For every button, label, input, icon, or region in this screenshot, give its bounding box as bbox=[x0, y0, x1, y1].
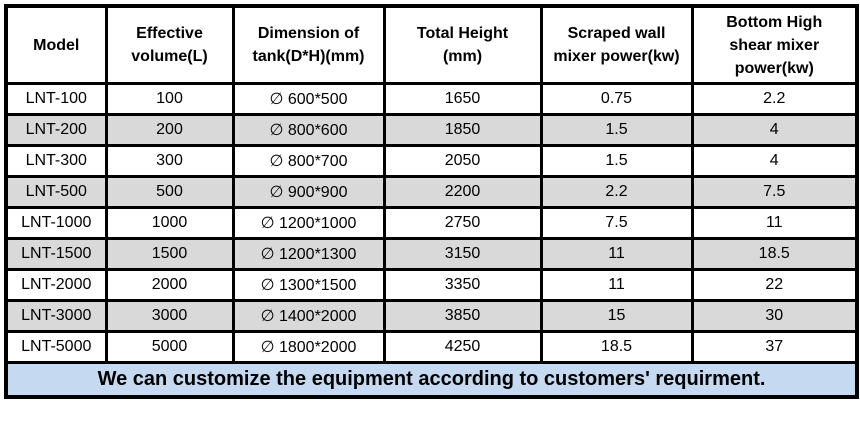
cell-scraped-power: 1.5 bbox=[539, 144, 694, 178]
cell-total-height: 1650 bbox=[382, 82, 543, 116]
column-header-model: Model bbox=[4, 4, 108, 85]
cell-dimension: ∅ 1800*2000 bbox=[231, 330, 386, 364]
cell-volume: 3000 bbox=[104, 299, 235, 333]
cell-scraped-power: 7.5 bbox=[539, 206, 694, 240]
header-line: Model bbox=[33, 36, 80, 54]
header-line: Dimension of bbox=[257, 25, 360, 42]
cell-total-height: 3850 bbox=[382, 299, 543, 333]
cell-volume: 1000 bbox=[104, 206, 235, 240]
table-row: LNT-200 200 ∅ 800*600 1850 1.5 4 bbox=[4, 113, 859, 147]
cell-volume: 1500 bbox=[104, 237, 235, 271]
cell-dimension: ∅ 1300*1500 bbox=[231, 268, 386, 302]
cell-dimension: ∅ 800*700 bbox=[231, 144, 386, 178]
cell-volume: 300 bbox=[104, 144, 235, 178]
cell-scraped-power: 2.2 bbox=[539, 175, 694, 209]
table-row: LNT-300 300 ∅ 800*700 2050 1.5 4 bbox=[4, 144, 859, 178]
header-line: Total Height bbox=[416, 25, 509, 42]
cell-model: LNT-200 bbox=[4, 113, 108, 147]
cell-shear-power: 11 bbox=[690, 206, 859, 240]
table-row: LNT-3000 3000 ∅ 1400*2000 3850 15 30 bbox=[4, 299, 859, 333]
mixer-spec-table: Model Effective volume(L) Dimension of t… bbox=[4, 4, 859, 399]
cell-total-height: 2200 bbox=[382, 175, 543, 209]
customization-note: We can customize the equipment according… bbox=[4, 361, 859, 399]
cell-dimension: ∅ 1200*1000 bbox=[231, 206, 386, 240]
cell-shear-power: 4 bbox=[690, 113, 859, 147]
header-line: Scraped wall bbox=[567, 25, 666, 42]
table-row: LNT-5000 5000 ∅ 1800*2000 4250 18.5 37 bbox=[4, 330, 859, 364]
table-row: LNT-1500 1500 ∅ 1200*1300 3150 11 18.5 bbox=[4, 237, 859, 271]
cell-scraped-power: 18.5 bbox=[539, 330, 694, 364]
header-line: mixer power(kw) bbox=[553, 48, 680, 65]
header-line: volume(L) bbox=[131, 48, 208, 65]
cell-shear-power: 37 bbox=[690, 330, 859, 364]
column-header-scraped-wall-power: Scraped wall mixer power(kw) bbox=[539, 4, 694, 85]
cell-shear-power: 4 bbox=[690, 144, 859, 178]
table-row: LNT-2000 2000 ∅ 1300*1500 3350 11 22 bbox=[4, 268, 859, 302]
cell-total-height: 1850 bbox=[382, 113, 543, 147]
cell-model: LNT-2000 bbox=[4, 268, 108, 302]
cell-scraped-power: 1.5 bbox=[539, 113, 694, 147]
header-line: power(kw) bbox=[734, 59, 814, 77]
cell-volume: 100 bbox=[104, 82, 235, 116]
cell-volume: 5000 bbox=[104, 330, 235, 364]
column-header-total-height: Total Height (mm) bbox=[382, 4, 543, 85]
cell-dimension: ∅ 600*500 bbox=[231, 82, 386, 116]
header-line: Bottom High bbox=[726, 13, 823, 31]
cell-volume: 2000 bbox=[104, 268, 235, 302]
cell-total-height: 4250 bbox=[382, 330, 543, 364]
header-line: Effective bbox=[136, 25, 203, 42]
cell-total-height: 2750 bbox=[382, 206, 543, 240]
cell-shear-power: 2.2 bbox=[690, 82, 859, 116]
cell-model: LNT-100 bbox=[4, 82, 108, 116]
cell-total-height: 3350 bbox=[382, 268, 543, 302]
footer-row: We can customize the equipment according… bbox=[4, 361, 859, 399]
table-row: LNT-500 500 ∅ 900*900 2200 2.2 7.5 bbox=[4, 175, 859, 209]
cell-model: LNT-5000 bbox=[4, 330, 108, 364]
cell-model: LNT-1500 bbox=[4, 237, 108, 271]
cell-scraped-power: 11 bbox=[539, 268, 694, 302]
cell-volume: 500 bbox=[104, 175, 235, 209]
cell-total-height: 3150 bbox=[382, 237, 543, 271]
column-header-tank-dimension: Dimension of tank(D*H)(mm) bbox=[231, 4, 386, 85]
cell-model: LNT-500 bbox=[4, 175, 108, 209]
table-row: LNT-100 100 ∅ 600*500 1650 0.75 2.2 bbox=[4, 82, 859, 116]
cell-dimension: ∅ 1400*2000 bbox=[231, 299, 386, 333]
header-line: (mm) bbox=[442, 48, 483, 65]
cell-total-height: 2050 bbox=[382, 144, 543, 178]
cell-dimension: ∅ 1200*1300 bbox=[231, 237, 386, 271]
cell-model: LNT-3000 bbox=[4, 299, 108, 333]
cell-scraped-power: 0.75 bbox=[539, 82, 694, 116]
cell-model: LNT-1000 bbox=[4, 206, 108, 240]
cell-scraped-power: 15 bbox=[539, 299, 694, 333]
cell-dimension: ∅ 900*900 bbox=[231, 175, 386, 209]
cell-shear-power: 30 bbox=[690, 299, 859, 333]
column-header-shear-mixer-power: Bottom High shear mixer power(kw) bbox=[690, 4, 859, 85]
cell-dimension: ∅ 800*600 bbox=[231, 113, 386, 147]
cell-shear-power: 22 bbox=[690, 268, 859, 302]
table-row: LNT-1000 1000 ∅ 1200*1000 2750 7.5 11 bbox=[4, 206, 859, 240]
header-line: tank(D*H)(mm) bbox=[252, 48, 365, 65]
cell-scraped-power: 11 bbox=[539, 237, 694, 271]
cell-model: LNT-300 bbox=[4, 144, 108, 178]
header-line: shear mixer bbox=[729, 36, 820, 54]
spec-table-container: Model Effective volume(L) Dimension of t… bbox=[4, 4, 859, 399]
cell-shear-power: 7.5 bbox=[690, 175, 859, 209]
header-row: Model Effective volume(L) Dimension of t… bbox=[4, 4, 859, 85]
cell-volume: 200 bbox=[104, 113, 235, 147]
column-header-effective-volume: Effective volume(L) bbox=[104, 4, 235, 85]
cell-shear-power: 18.5 bbox=[690, 237, 859, 271]
